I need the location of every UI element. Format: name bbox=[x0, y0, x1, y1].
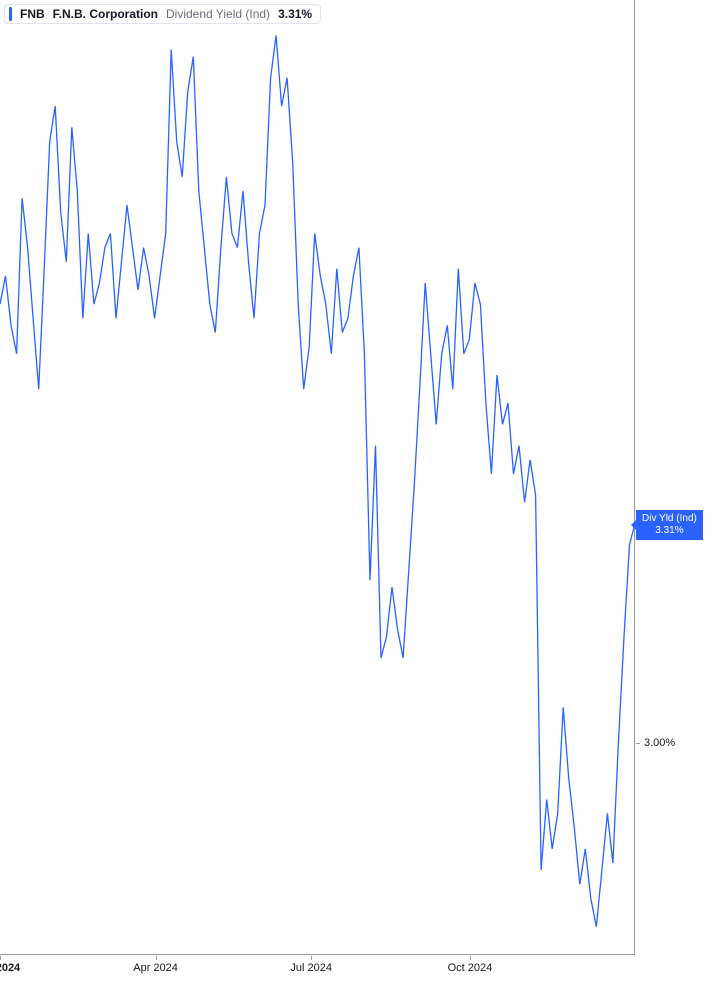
x-axis: an 2024 Apr 2024 Jul 2024 Oct 2024 bbox=[0, 956, 635, 996]
y-axis: 3.00% bbox=[636, 0, 717, 955]
flag-label: Div Yld (Ind) bbox=[642, 513, 697, 525]
current-value-flag: Div Yld (Ind) 3.31% bbox=[636, 510, 703, 540]
chart-plot-area[interactable] bbox=[0, 0, 635, 955]
x-tick-label: Oct 2024 bbox=[448, 962, 493, 974]
x-tick-mark bbox=[156, 956, 157, 960]
x-tick-mark bbox=[0, 956, 1, 960]
y-tick-label: 3.00% bbox=[644, 737, 675, 749]
x-tick-mark bbox=[470, 956, 471, 960]
line-chart-svg bbox=[0, 0, 635, 955]
x-tick-label: Apr 2024 bbox=[133, 962, 178, 974]
y-tick-mark bbox=[636, 743, 640, 744]
x-tick-mark bbox=[311, 956, 312, 960]
x-tick-label: Jul 2024 bbox=[290, 962, 332, 974]
x-tick-label: an 2024 bbox=[0, 962, 20, 974]
flag-value: 3.31% bbox=[642, 525, 697, 537]
chart-container: FNB F.N.B. Corporation Dividend Yield (I… bbox=[0, 0, 717, 1005]
